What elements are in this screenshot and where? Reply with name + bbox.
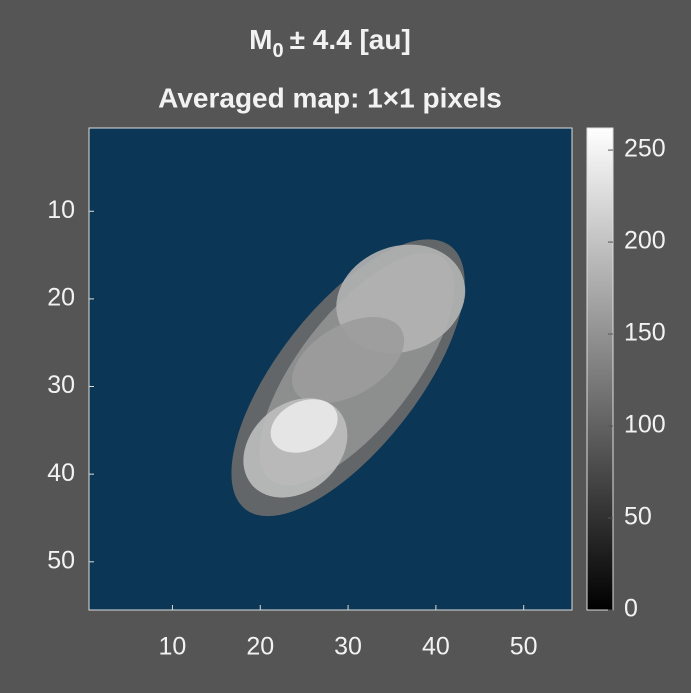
- chart-title: M0 ± 4.4 [au]: [249, 24, 411, 62]
- x-tick-label: 50: [510, 633, 538, 661]
- colorbar-tick-label: 200: [624, 227, 666, 255]
- chart-subtitle: Averaged map: 1×1 pixels: [158, 82, 502, 113]
- y-tick-label: 20: [47, 284, 75, 312]
- colorbar-tick-label: 250: [624, 135, 666, 163]
- title-rest: ± 4.4 [au]: [290, 24, 411, 55]
- intensity-region: [270, 399, 338, 453]
- x-tick-label: 30: [334, 633, 362, 661]
- x-tick-label: 10: [159, 633, 187, 661]
- title-main: M: [249, 24, 272, 55]
- y-tick-label: 10: [47, 196, 75, 224]
- x-tick-label: 20: [246, 633, 274, 661]
- title-subscript: 0: [273, 40, 284, 62]
- colorbar: [586, 127, 614, 611]
- y-tick-label: 30: [47, 371, 75, 399]
- x-tick-label: 40: [422, 633, 450, 661]
- image: [89, 128, 572, 610]
- y-tick-label: 50: [47, 546, 75, 574]
- colorbar-tick-label: 150: [624, 319, 666, 347]
- colorbar-tick-label: 0: [624, 595, 638, 623]
- y-tick-label: 40: [47, 459, 75, 487]
- axes-box: [88, 127, 573, 611]
- intensity-region: [292, 317, 405, 404]
- colorbar-tick-label: 50: [624, 503, 652, 531]
- colorbar-tick-label: 100: [624, 411, 666, 439]
